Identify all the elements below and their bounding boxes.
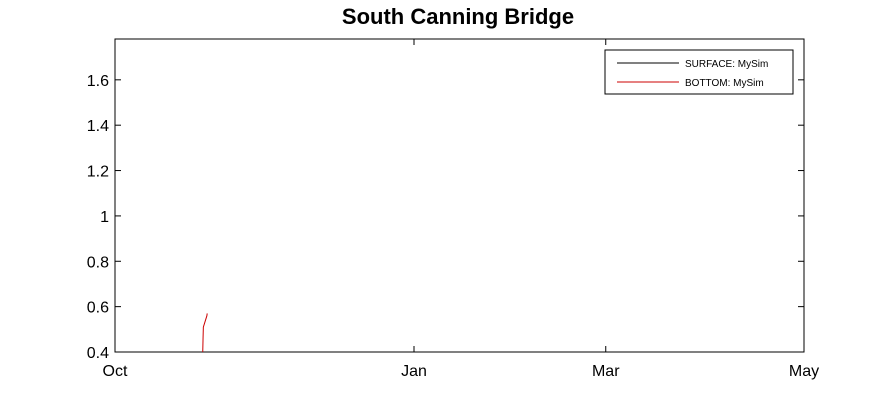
x-tick-label: Oct <box>103 363 128 380</box>
y-tick-label: 0.4 <box>87 345 109 362</box>
ticks-layer: Oct Jan Mar May 0.4 0.6 0.8 1 1.2 1.4 1.6 <box>87 39 819 380</box>
legend-label: BOTTOM: MySim <box>685 78 764 89</box>
x-tick-label: May <box>789 363 819 380</box>
y-tick-label: 1 <box>100 209 109 226</box>
x-tick-label: Jan <box>401 363 427 380</box>
y-tick-label: 1.4 <box>87 118 109 135</box>
chart-title: South Canning Bridge <box>342 4 574 29</box>
x-tick-label: Mar <box>592 363 620 380</box>
y-tick-label: 1.6 <box>87 73 109 90</box>
y-tick-label: 0.6 <box>87 300 109 317</box>
legend-label: SURFACE: MySim <box>685 59 768 70</box>
series-layer <box>202 313 208 353</box>
legend-box <box>604 49 794 95</box>
legend: SURFACE: MySim BOTTOM: MySim <box>604 49 794 95</box>
y-tick-label: 1.2 <box>87 164 109 181</box>
y-tick-label: 0.8 <box>87 254 109 271</box>
series-line-1 <box>202 313 208 353</box>
